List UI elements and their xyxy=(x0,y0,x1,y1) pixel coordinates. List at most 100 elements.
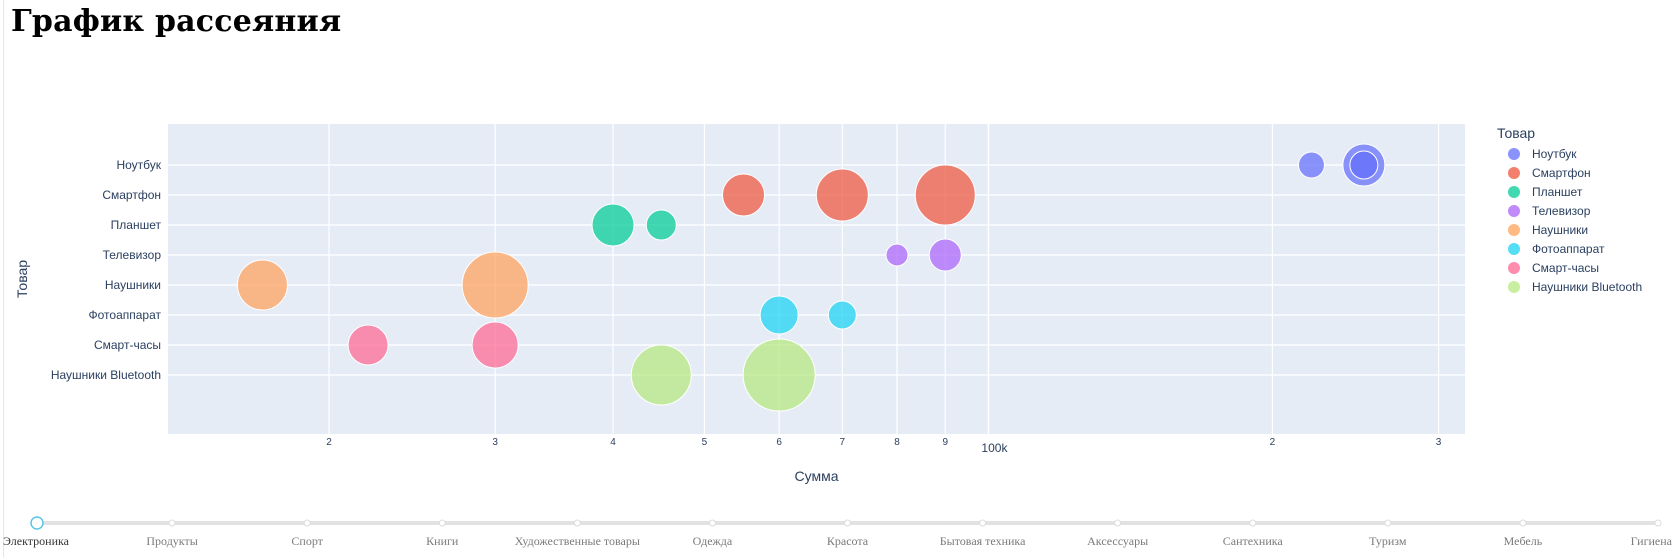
y-tick-label: Наушники xyxy=(105,278,161,292)
legend-item[interactable]: Наушники Bluetooth xyxy=(1508,280,1642,294)
slider-step-label[interactable]: Электроника xyxy=(3,534,70,548)
bubble-point[interactable] xyxy=(461,251,529,319)
slider-step-label[interactable]: Туризм xyxy=(1369,534,1407,548)
bubble-point[interactable] xyxy=(885,243,909,267)
legend-marker xyxy=(1508,148,1520,160)
page-left-border xyxy=(3,0,4,558)
plot-area xyxy=(168,124,1465,434)
legend-marker xyxy=(1508,167,1520,179)
x-tick-label: 3 xyxy=(1436,437,1442,448)
bubble-point[interactable] xyxy=(928,238,962,272)
slider-tick[interactable] xyxy=(1384,519,1392,527)
bubble-point[interactable] xyxy=(914,164,976,226)
y-tick-label: Телевизор xyxy=(103,248,162,262)
slider-tick[interactable] xyxy=(979,519,987,527)
legend-label: Планшет xyxy=(1532,185,1583,199)
legend: Товар Ноутбук Смартфон Планшет Телевизор Науш… xyxy=(1497,125,1642,294)
legend-label: Ноутбук xyxy=(1532,147,1577,161)
y-axis-title: Товар xyxy=(14,260,30,298)
y-axis-ticks: Ноутбук Смартфон Планшет Телевизор Наушники Ф… xyxy=(51,158,162,382)
x-tick-label: 6 xyxy=(776,437,782,448)
legend-item[interactable]: Наушники xyxy=(1508,223,1588,237)
legend-marker xyxy=(1508,243,1520,255)
slider-step-label[interactable]: Гигиена xyxy=(1631,534,1673,548)
x-tick-label: 2 xyxy=(1270,437,1276,448)
slider-step-label[interactable]: Спорт xyxy=(291,534,323,548)
slider-handle[interactable] xyxy=(30,516,44,530)
x-tick-label: 9 xyxy=(942,437,948,448)
legend-item[interactable]: Смарт-часы xyxy=(1508,261,1599,275)
bubble-point[interactable] xyxy=(236,259,288,311)
bubble-point[interactable] xyxy=(1349,150,1379,180)
x-axis-ticks: 2 3 4 5 6 7 8 9 100k 2 3 xyxy=(326,437,1442,455)
slider-tick[interactable] xyxy=(1519,519,1527,527)
slider-step-label[interactable]: Красота xyxy=(827,534,869,548)
bubble-point[interactable] xyxy=(827,300,857,330)
category-slider[interactable]: Электроника Продукты Спорт Книги Художествен… xyxy=(3,516,1673,548)
legend-marker xyxy=(1508,262,1520,274)
bubbles xyxy=(236,143,1386,412)
legend-label: Телевизор xyxy=(1532,204,1591,218)
bubble-point[interactable] xyxy=(1297,151,1325,179)
legend-item[interactable]: Планшет xyxy=(1508,185,1583,199)
bubble-point[interactable] xyxy=(471,321,519,369)
legend-label: Смартфон xyxy=(1532,166,1591,180)
legend-title: Товар xyxy=(1497,125,1535,141)
slider-step-label[interactable]: Одежда xyxy=(693,534,733,548)
y-tick-label: Планшет xyxy=(111,218,162,232)
y-tick-label: Смартфон xyxy=(102,188,161,202)
y-tick-label: Ноутбук xyxy=(116,158,161,172)
slider-tick[interactable] xyxy=(168,519,176,527)
legend-marker xyxy=(1508,224,1520,236)
slider-tick[interactable] xyxy=(1114,519,1122,527)
slider-step-label[interactable]: Бытовая техника xyxy=(940,534,1026,548)
x-tick-label: 5 xyxy=(702,437,708,448)
legend-item[interactable]: Смартфон xyxy=(1508,166,1591,180)
slider-tick[interactable] xyxy=(708,519,716,527)
legend-label: Фотоаппарат xyxy=(1532,242,1605,256)
bubble-point[interactable] xyxy=(645,209,677,241)
legend-marker xyxy=(1508,186,1520,198)
x-tick-label: 4 xyxy=(610,437,616,448)
bubble-point[interactable] xyxy=(815,168,869,222)
legend-item[interactable]: Телевизор xyxy=(1508,204,1591,218)
slider-tick[interactable] xyxy=(1249,519,1257,527)
slider-tick[interactable] xyxy=(438,519,446,527)
y-tick-label: Фотоаппарат xyxy=(89,308,162,322)
x-tick-label: 100k xyxy=(981,441,1008,455)
bubble-point[interactable] xyxy=(722,173,766,217)
legend-label: Наушники xyxy=(1532,223,1588,237)
slider-step-label[interactable]: Художественные товары xyxy=(515,534,640,548)
legend-marker xyxy=(1508,205,1520,217)
x-tick-label: 3 xyxy=(492,437,498,448)
legend-item[interactable]: Фотоаппарат xyxy=(1508,242,1605,256)
bubble-point[interactable] xyxy=(630,344,692,406)
slider-tick[interactable] xyxy=(1654,519,1662,527)
legend-marker xyxy=(1508,281,1520,293)
slider-step-label[interactable]: Сантехника xyxy=(1223,534,1284,548)
page-title: График рассеяния xyxy=(11,4,342,39)
grid-lines xyxy=(168,124,1465,434)
x-tick-label: 8 xyxy=(894,437,900,448)
x-tick-label: 2 xyxy=(326,437,332,448)
bubble-point[interactable] xyxy=(347,324,389,366)
y-tick-label: Смарт-часы xyxy=(94,338,161,352)
y-tick-label: Наушники Bluetooth xyxy=(51,368,161,382)
bubble-point[interactable] xyxy=(591,203,635,247)
slider-step-label[interactable]: Мебель xyxy=(1504,534,1543,548)
slider-step-label[interactable]: Книги xyxy=(426,534,459,548)
legend-item[interactable]: Ноутбук xyxy=(1508,147,1577,161)
slider-tick[interactable] xyxy=(573,519,581,527)
legend-label: Наушники Bluetooth xyxy=(1532,280,1642,294)
slider-step-label[interactable]: Аксессуары xyxy=(1087,534,1148,548)
slider-tick[interactable] xyxy=(303,519,311,527)
bubble-point[interactable] xyxy=(742,338,816,412)
x-axis-title: Сумма xyxy=(795,468,839,484)
x-tick-label: 7 xyxy=(840,437,846,448)
slider-step-label[interactable]: Продукты xyxy=(146,534,197,548)
slider-tick[interactable] xyxy=(844,519,851,527)
bubble-point[interactable] xyxy=(759,295,799,335)
legend-label: Смарт-часы xyxy=(1532,261,1599,275)
